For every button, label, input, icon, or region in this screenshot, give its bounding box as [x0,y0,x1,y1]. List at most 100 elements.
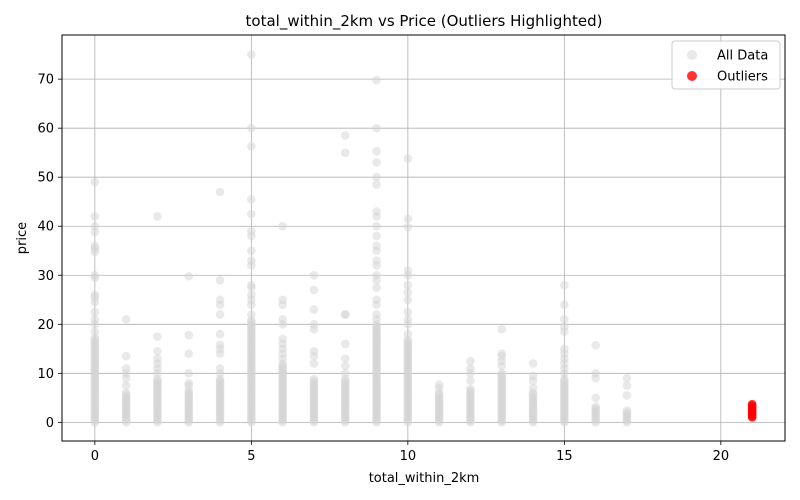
all-data-point [372,295,381,305]
all-data-point [372,310,381,319]
legend-all-data-label: All Data [717,49,768,64]
all-data-point [403,335,413,345]
all-data-point [215,364,225,373]
x-tick-label: 20 [713,449,730,464]
all-data-point [247,194,256,204]
y-tick-label: 40 [37,220,54,235]
x-tick-label: 0 [91,449,99,464]
all-data-point [247,123,256,133]
all-data-point [184,330,194,340]
all-data-point [466,364,475,373]
all-data-point [90,212,100,221]
all-data-point [403,315,413,324]
all-data-point [622,373,632,383]
all-data-point [591,402,600,411]
all-data-point [340,131,350,140]
all-data-point [121,381,131,390]
all-data-point [247,246,256,256]
all-data-point [184,349,194,359]
all-data-point [309,319,319,329]
all-data-point [90,307,100,317]
all-data-point [153,374,162,384]
all-data-point [247,209,256,219]
all-data-point [466,376,475,385]
legend-outliers-label: Outliers [717,70,768,85]
all-data-point [247,316,256,325]
all-data-point [121,351,131,361]
all-data-point [591,393,600,403]
all-data-point [215,374,225,384]
y-tick-label: 60 [37,122,54,137]
all-data-point [184,271,194,281]
chart-title: total_within_2km vs Price (Outliers High… [246,12,603,31]
all-data-point [247,142,256,151]
all-data-point [278,315,287,324]
all-data-point [121,364,131,373]
x-tick-label: 15 [556,449,573,464]
all-data-point [372,283,381,292]
all-data-point [278,334,287,344]
all-data-point [215,295,225,305]
outliers-point [747,399,757,409]
all-data-point [403,154,413,163]
all-data-point [372,146,381,156]
all-data-point [622,406,632,415]
legend: All Data Outliers [671,40,781,90]
all-data-point [340,148,350,157]
all-data-point [153,354,162,363]
all-data-point [528,371,538,381]
all-data-point [309,305,319,314]
all-data-point [247,50,256,59]
all-data-point [340,310,350,319]
plot-frame [61,34,786,442]
grid-lines [62,35,785,441]
all-data-point [403,266,413,275]
all-data-point [309,359,319,368]
all-data-point [372,172,381,182]
all-data-point [90,227,100,237]
y-tick-label: 20 [37,318,54,333]
all-data-point [247,256,256,265]
all-data-point [90,270,100,280]
all-data-point [403,329,413,339]
all-data-point [340,339,350,349]
all-data-point [528,383,538,393]
all-data-point [247,290,256,300]
x-tick-label: 5 [247,449,255,464]
all-data-point [372,75,381,85]
all-data-point [560,315,569,324]
y-tick-label: 30 [37,269,54,284]
y-tick-label: 10 [37,367,54,382]
x-axis-label: total_within_2km [369,471,480,486]
all-data-point [622,391,632,400]
all-data-point [591,369,600,378]
y-tick-label: 50 [37,171,54,186]
all-data-point [403,288,413,297]
all-data-point [340,369,350,378]
all-data-point [372,207,381,216]
all-data-point [560,344,569,354]
all-data-point [90,333,100,343]
all-data-point [403,280,413,290]
all-data-point [340,354,350,363]
all-data-point [278,295,287,305]
all-data-point [497,369,507,378]
all-data-point [247,226,256,236]
all-data-point [184,369,194,378]
all-data-point [372,158,381,167]
all-data-point [153,346,162,356]
all-data-point [247,310,256,319]
all-data-point [121,388,131,398]
all-data-point [497,349,507,359]
all-data-point [247,280,256,290]
all-data-point [340,374,350,384]
all-data-point [90,327,100,336]
y-tick-label: 0 [46,416,54,431]
axis-ticks: 0 5 10 15 20 0 10 20 30 40 50 60 70 [37,73,729,464]
all-data-point [591,341,600,350]
data-points [90,50,757,427]
all-data-point [309,374,319,384]
all-data-point [153,212,162,221]
all-data-point [403,295,413,305]
